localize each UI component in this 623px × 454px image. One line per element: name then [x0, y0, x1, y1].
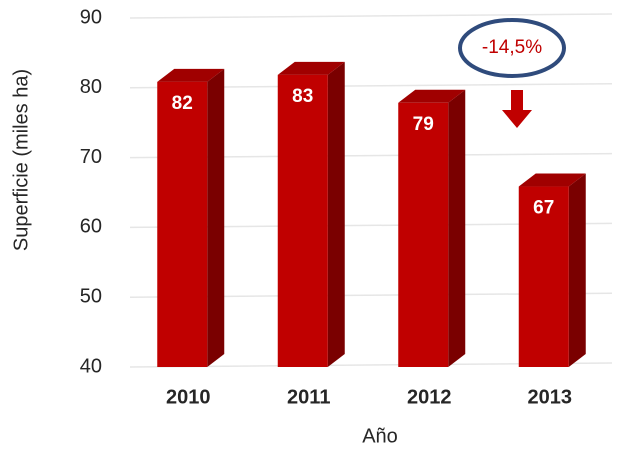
bar [518, 186, 569, 367]
annotation-arrow [502, 90, 532, 128]
y-tick-label: 80 [80, 76, 102, 98]
annotation-ellipse [458, 18, 566, 78]
grid-line [129, 13, 613, 19]
bar-top [277, 61, 345, 75]
data-label: 67 [533, 198, 554, 219]
bar-side [448, 89, 466, 367]
data-label: 83 [292, 86, 313, 107]
bar-side [568, 173, 586, 367]
bar-side [327, 61, 345, 368]
x-tick-label: 2011 [287, 386, 330, 408]
data-label: 82 [172, 93, 193, 114]
bar [277, 74, 328, 368]
bar-top [157, 68, 225, 82]
x-tick-label: 2012 [407, 386, 452, 408]
y-axis-label: Superficie (miles ha) [10, 69, 32, 251]
bar [398, 102, 449, 367]
x-axis-label: Año [362, 425, 398, 447]
bar-side [207, 68, 225, 367]
data-label: 79 [413, 114, 434, 135]
y-tick-label: 90 [80, 6, 102, 28]
annotation: -14,5% [482, 37, 542, 58]
bar [157, 81, 208, 367]
x-tick-label: 2013 [528, 386, 573, 408]
bar-top [518, 173, 586, 187]
y-tick-label: 40 [80, 355, 102, 377]
y-tick-label: 70 [80, 146, 102, 168]
y-tick-label: 60 [80, 216, 102, 238]
bar-top [398, 89, 466, 103]
y-tick-label: 50 [80, 285, 102, 307]
x-tick-label: 2010 [166, 386, 211, 408]
